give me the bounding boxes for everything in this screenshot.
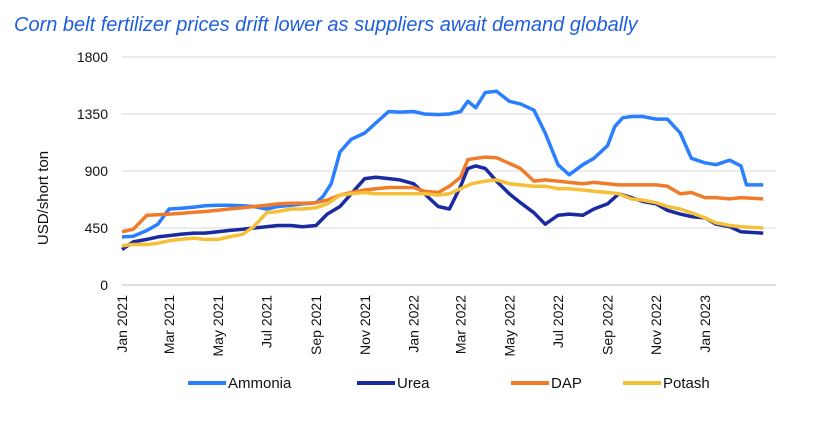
series-lines [121, 89, 764, 251]
series-line-potash [121, 178, 764, 248]
x-tick-label: May 2022 [501, 295, 517, 357]
x-tick-label: Jan 2023 [697, 295, 713, 353]
y-tick-label: 0 [100, 277, 108, 293]
y-axis-label: USD/short ton [35, 151, 52, 245]
x-tick-label: Nov 2022 [648, 295, 664, 355]
x-tick-label: Mar 2021 [161, 295, 177, 354]
x-tick-label: Mar 2022 [453, 295, 469, 354]
series-line-ammonia [121, 89, 764, 239]
legend-label-dap: DAP [551, 375, 582, 392]
x-tick-label: Jan 2022 [405, 295, 421, 353]
y-tick-label: 450 [85, 220, 109, 236]
y-tick-label: 900 [85, 163, 109, 179]
legend-label-ammonia: Ammonia [228, 375, 292, 392]
y-tick-label: 1800 [77, 49, 108, 65]
legend-label-urea: Urea [397, 375, 430, 392]
x-tick-labels: Jan 2021 Mar 2021 May 2021 Jul 2021 Sep 2021… [114, 295, 713, 357]
series-line-dap [121, 155, 764, 234]
y-tick-label: 1350 [77, 106, 108, 122]
x-tick-label: Jul 2021 [259, 295, 275, 348]
y-tick-labels: 0 450 900 1350 1800 [77, 49, 108, 293]
chart-title: Corn belt fertilizer prices drift lower … [14, 14, 638, 36]
gridlines [122, 56, 776, 286]
legend: Ammonia Urea DAP Potash [188, 375, 710, 392]
legend-label-potash: Potash [663, 375, 710, 392]
x-tick-label: Sep 2021 [308, 295, 324, 355]
x-tick-label: Sep 2022 [600, 295, 616, 355]
x-tick-label: Jul 2022 [550, 295, 566, 348]
x-tick-label: May 2021 [210, 295, 226, 357]
x-tick-label: Jan 2021 [114, 295, 130, 353]
x-tick-label: Nov 2021 [357, 295, 373, 355]
